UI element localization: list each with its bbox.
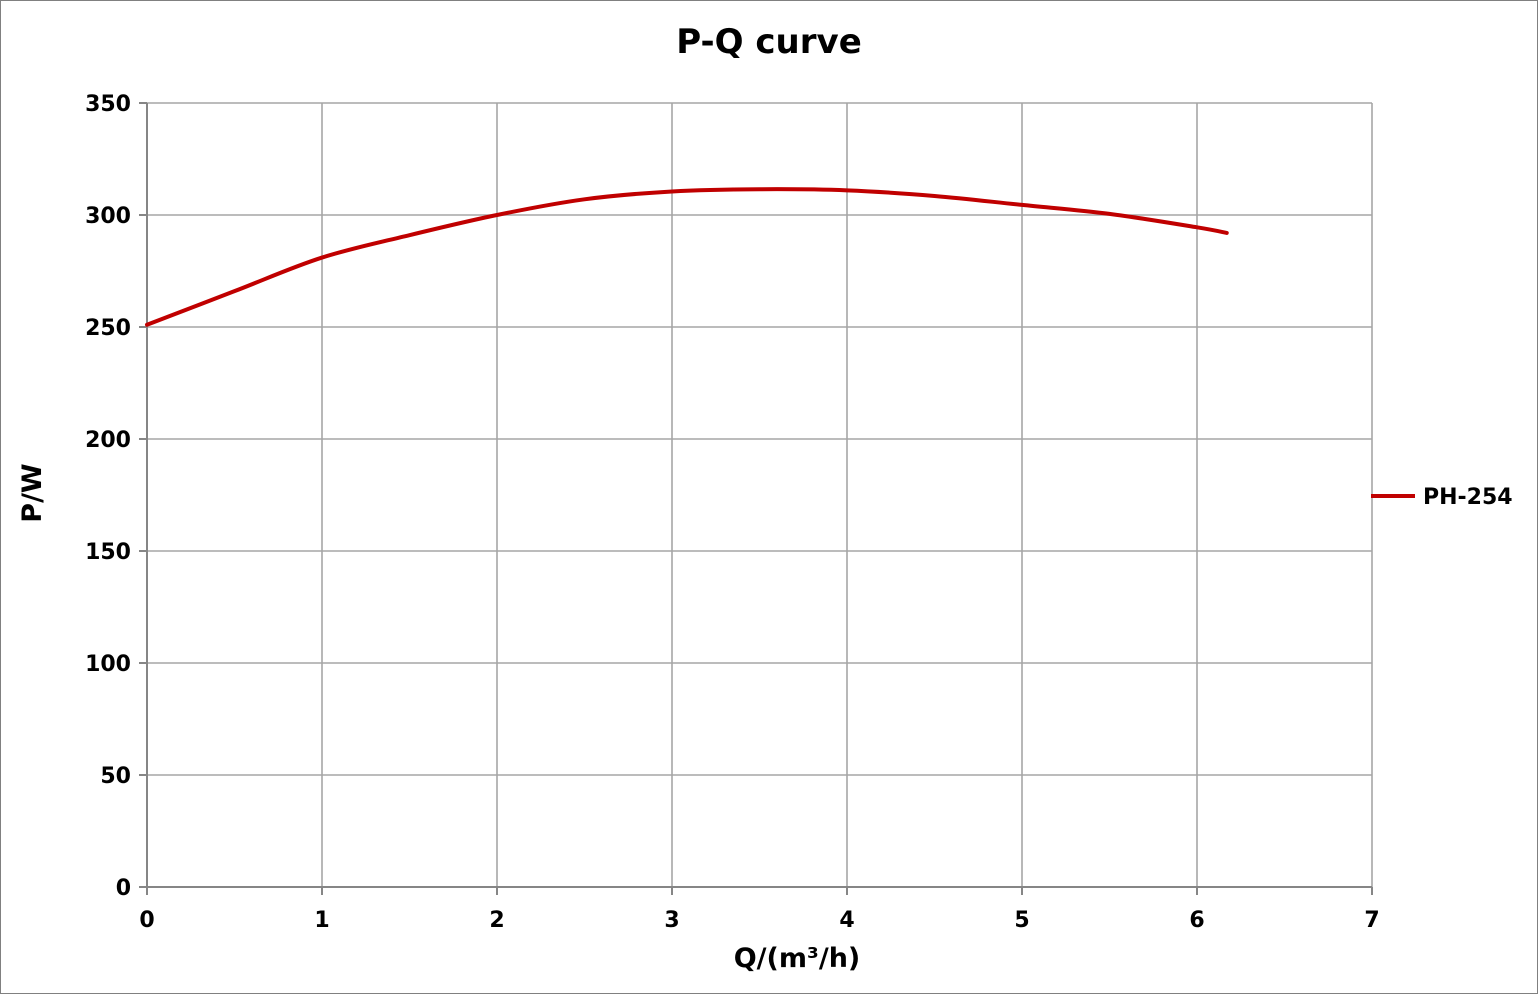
legend-label-ph-254: PH-254: [1423, 485, 1513, 510]
x-tick-label-4: 4: [839, 908, 854, 933]
y-tick-label-200: 200: [85, 428, 131, 453]
x-tick-labels: 0 1 2 3 4 5 6 7: [139, 908, 1379, 933]
grid: [147, 102, 1373, 887]
series-layer: [145, 187, 1229, 327]
y-tick-labels: 0 50 100 150 200 250 300 350: [85, 92, 131, 901]
x-tick-label-5: 5: [1014, 908, 1029, 933]
y-tick-label-50: 50: [100, 764, 131, 789]
series-line-ph-254: [145, 187, 1229, 327]
x-tick-label-1: 1: [314, 908, 329, 933]
x-tick-label-3: 3: [664, 908, 679, 933]
y-tick-label-150: 150: [85, 540, 131, 565]
chart-title: P-Q curve: [676, 22, 862, 62]
y-tick-label-100: 100: [85, 652, 131, 677]
legend: PH-254: [1371, 485, 1513, 510]
y-tick-label-250: 250: [85, 316, 131, 341]
y-tick-label-0: 0: [116, 876, 131, 901]
x-tick-label-0: 0: [139, 908, 154, 933]
x-tick-label-7: 7: [1364, 908, 1379, 933]
y-tick-label-350: 350: [85, 92, 131, 117]
y-tick-label-300: 300: [85, 204, 131, 229]
x-tick-label-6: 6: [1189, 908, 1204, 933]
axes: [139, 102, 1373, 895]
x-tick-label-2: 2: [489, 908, 504, 933]
x-axis-label: Q/(m³/h): [734, 943, 861, 974]
y-axis-label: P/W: [17, 463, 48, 522]
